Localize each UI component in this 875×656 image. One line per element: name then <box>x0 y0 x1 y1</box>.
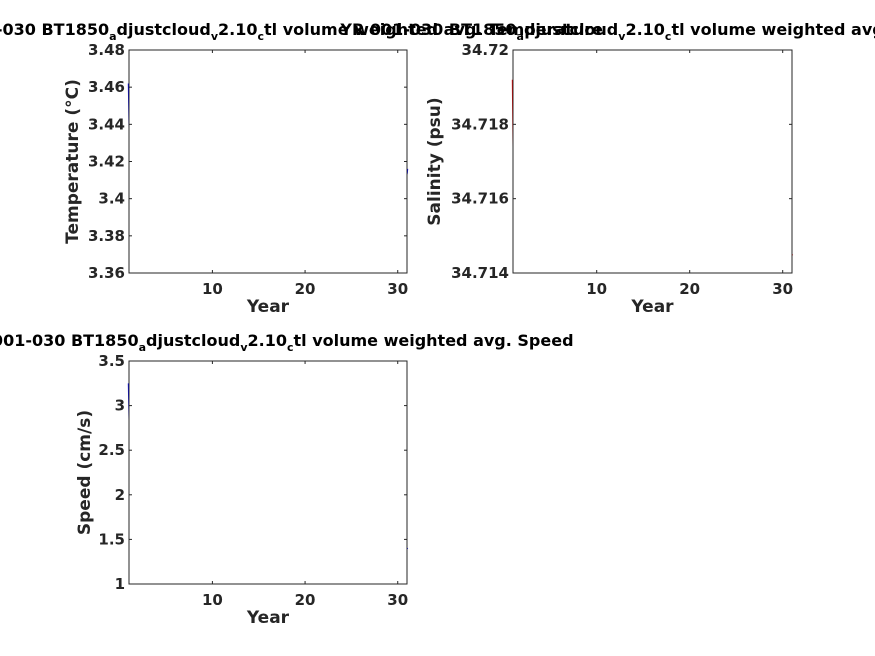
title-part: YR 001-030 BT1850 <box>339 20 516 39</box>
y-tick-label: 1 <box>115 575 125 593</box>
x-axis-label: Year <box>630 297 674 317</box>
axes-box <box>512 49 793 274</box>
speed-panel: 10 20 30 1 1.5 2 2.5 3 3.5 Year Speed (cm/s) YR 001… <box>0 331 574 628</box>
x-tick-label: 10 <box>586 280 607 298</box>
y-tick-label: 34.718 <box>451 115 509 133</box>
title-subscript: a <box>139 341 146 354</box>
y-tick-label: 3.4 <box>98 190 125 208</box>
y-tick-label: 2.5 <box>98 441 125 459</box>
y-axis-label: Salinity (psu) <box>425 97 445 225</box>
x-tick-label: 10 <box>202 591 223 609</box>
x-tick-label: 30 <box>772 280 793 298</box>
y-tick-label: 3.48 <box>88 41 125 59</box>
chart-title: YR 001-030 BT1850adjustcloudv2.10ctl vol… <box>0 331 574 354</box>
title-subscript: c <box>258 30 265 43</box>
title-part: 2.10 <box>218 20 257 39</box>
salinity-panel: 10 20 30 34.714 34.716 34.718 34.72 Year Salinit… <box>339 20 875 317</box>
y-tick-label: 3.36 <box>88 264 125 282</box>
x-tick-label: 20 <box>295 591 316 609</box>
title-subscript: a <box>517 30 524 43</box>
title-part: YR 001-030 BT1850 <box>0 20 109 39</box>
title-part: 2.10 <box>625 20 664 39</box>
title-part: djustcloud <box>146 331 240 350</box>
y-tick-label: 3.44 <box>88 115 125 133</box>
y-tick-label: 3.38 <box>88 227 125 245</box>
title-subscript: v <box>240 341 248 354</box>
y-tick-label: 3.46 <box>88 78 125 96</box>
title-part: YR 001-030 BT1850 <box>0 331 139 350</box>
title-subscript: v <box>211 30 219 43</box>
title-subscript: c <box>665 30 672 43</box>
chart-title: YR 001-030 BT1850adjustcloudv2.10ctl vol… <box>339 20 875 43</box>
x-tick-label: 30 <box>387 280 408 298</box>
title-subscript: c <box>287 341 294 354</box>
title-subscript: v <box>618 30 626 43</box>
y-tick-label: 34.72 <box>462 41 509 59</box>
x-tick-label: 20 <box>679 280 700 298</box>
axes-box <box>128 360 408 585</box>
y-tick-label: 34.716 <box>451 190 509 208</box>
title-part: 2.10 <box>247 331 286 350</box>
x-tick-label: 30 <box>387 591 408 609</box>
x-axis-label: Year <box>246 297 290 317</box>
y-tick-label: 3 <box>115 397 125 415</box>
y-tick-label: 34.714 <box>451 264 509 282</box>
title-part: djustcloud <box>117 20 211 39</box>
x-tick-label: 10 <box>202 280 223 298</box>
x-tick-label: 20 <box>295 280 316 298</box>
title-part: tl volume weighted avg. Temperature <box>264 20 603 39</box>
temperature-panel: 10 20 30 3.36 3.38 3.4 3.42 3.44 3.46 3.48 Year Tem… <box>0 20 603 317</box>
title-part: tl volume weighted avg. Salinity <box>671 20 875 39</box>
title-part: tl volume weighted avg. Speed <box>294 331 574 350</box>
chart-title: YR 001-030 BT1850adjustcloudv2.10ctl vol… <box>0 20 603 43</box>
x-axis-label: Year <box>246 608 290 628</box>
y-axis-label: Temperature (°C) <box>63 79 83 244</box>
y-tick-label: 3.42 <box>88 153 125 171</box>
y-tick-label: 1.5 <box>98 530 125 548</box>
y-axis-label: Speed (cm/s) <box>75 410 95 535</box>
axes-box <box>128 49 408 274</box>
y-tick-label: 3.5 <box>98 352 125 370</box>
y-tick-label: 2 <box>115 486 125 504</box>
title-subscript: a <box>109 30 116 43</box>
title-part: djustcloud <box>524 20 618 39</box>
